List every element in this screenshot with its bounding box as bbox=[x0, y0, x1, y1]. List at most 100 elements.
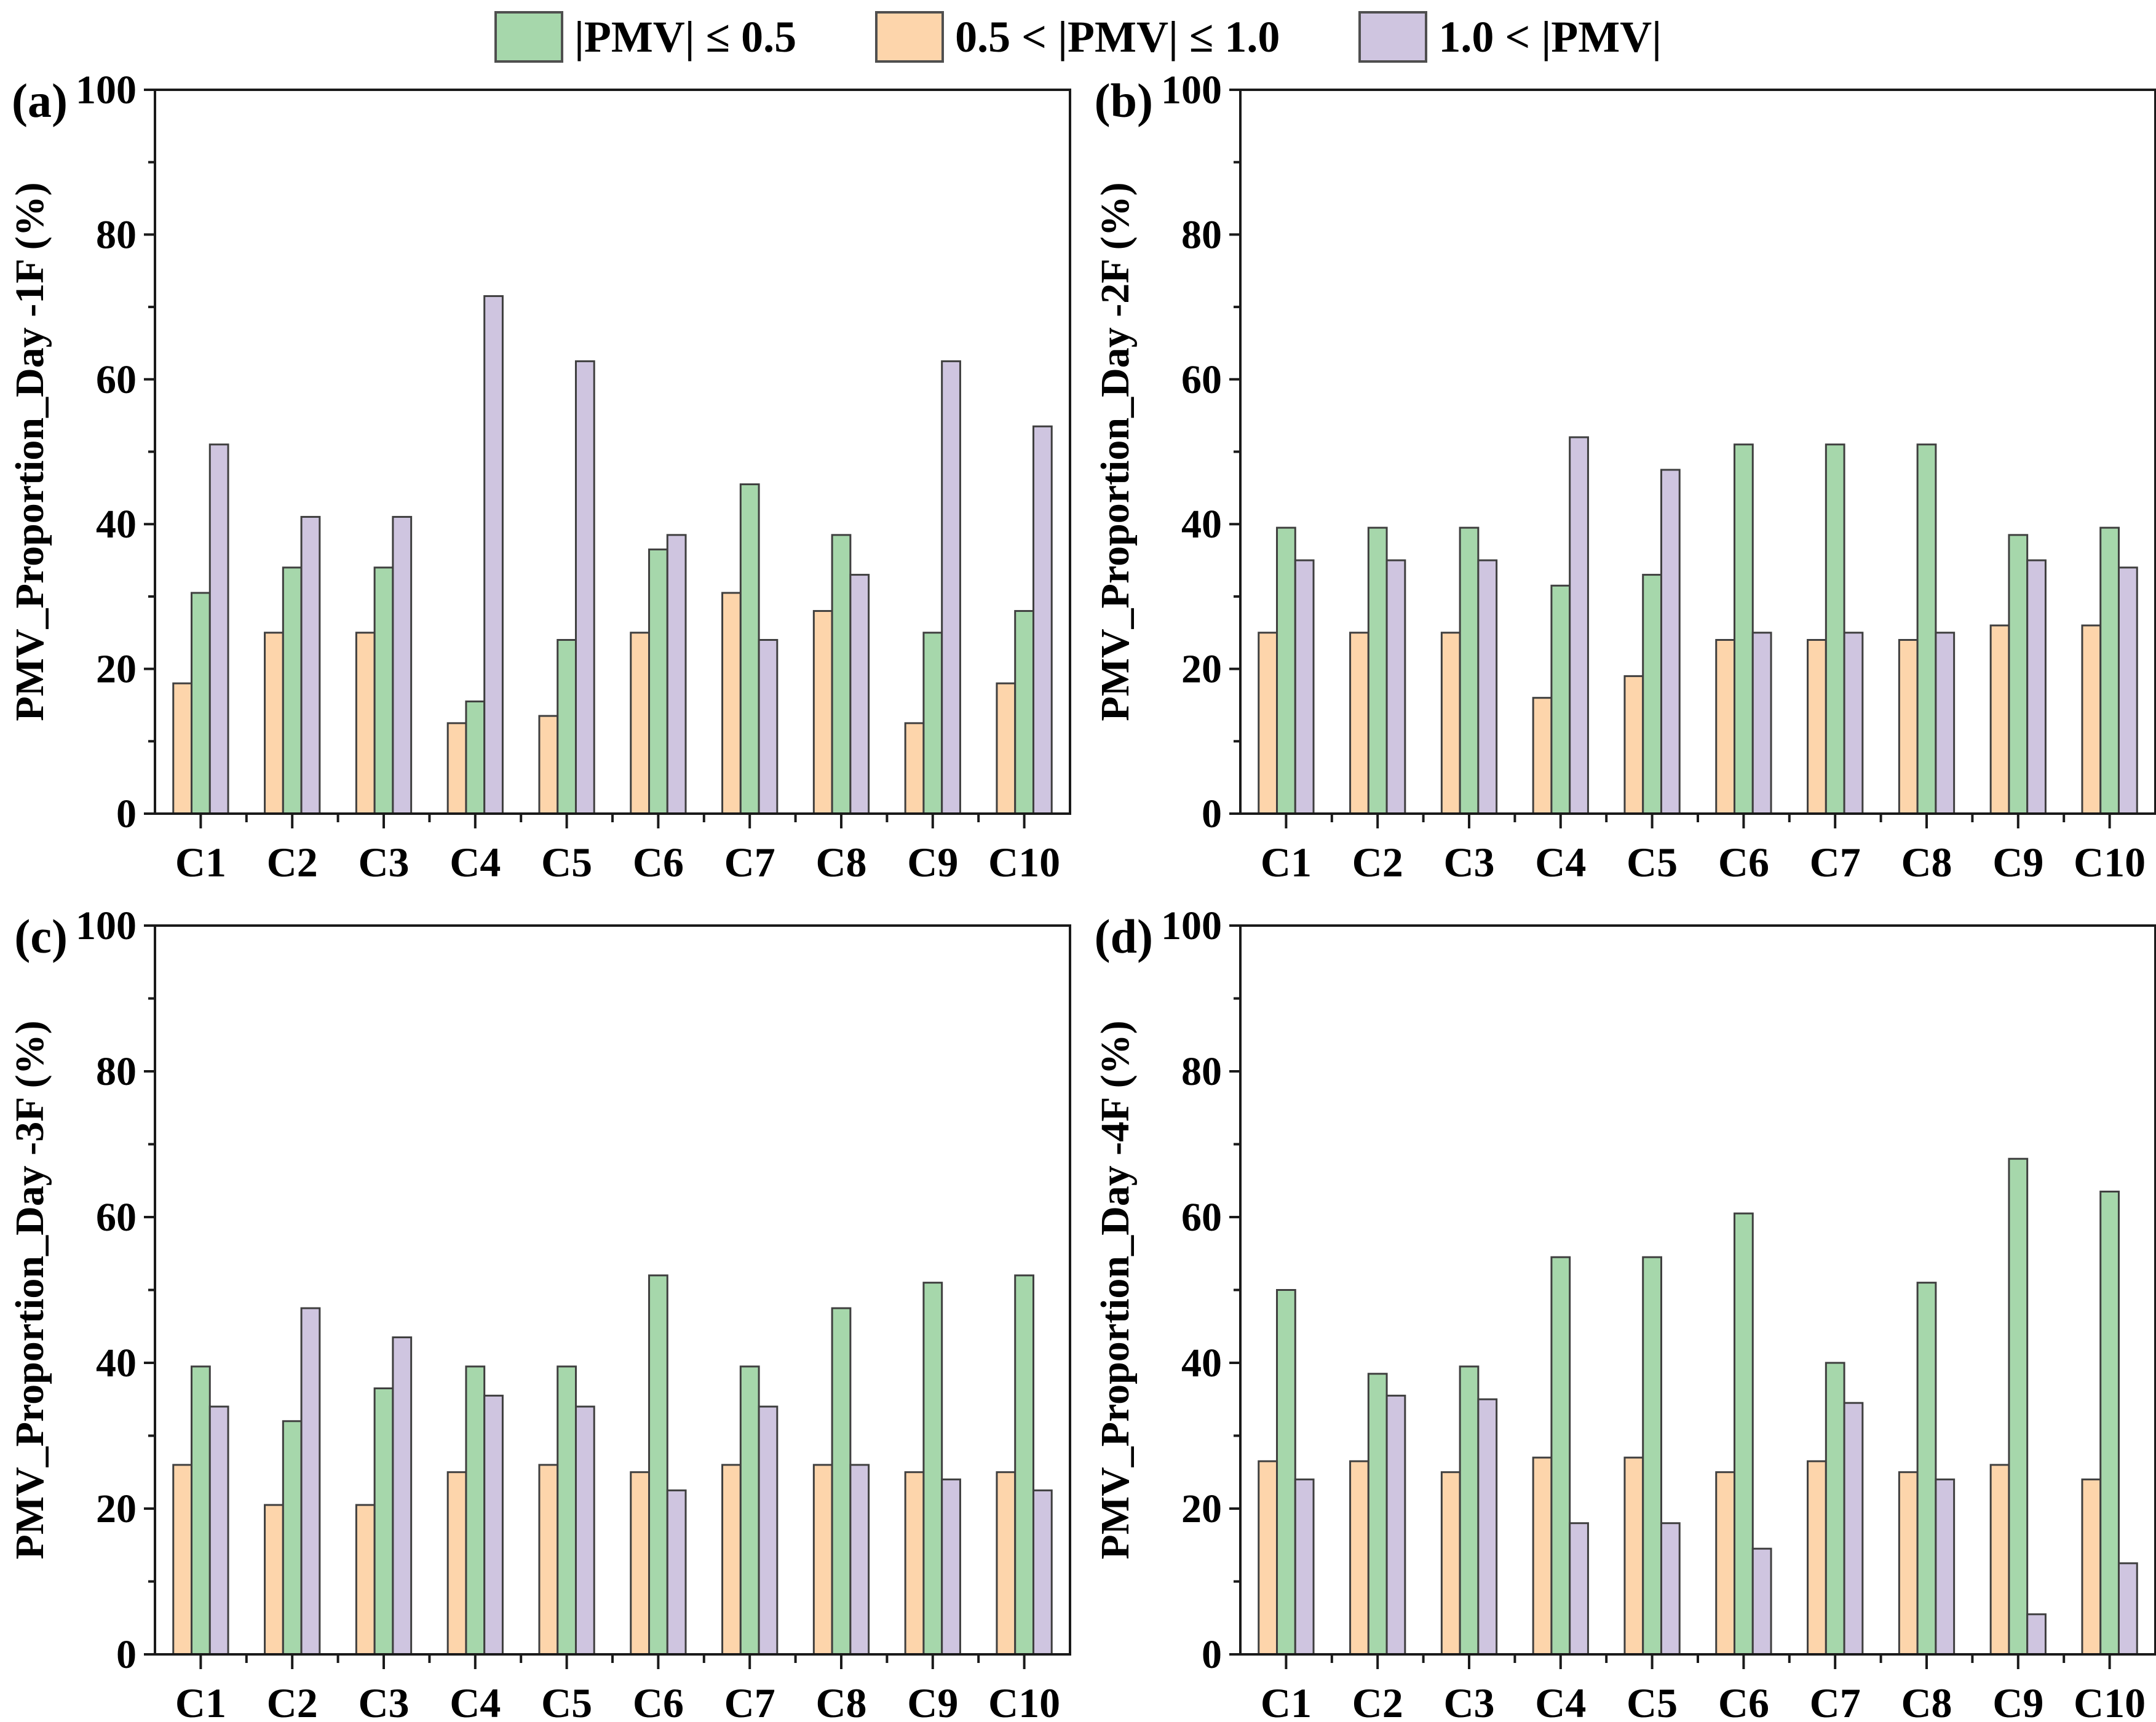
bar bbox=[392, 515, 413, 815]
x-tick-label: C1 bbox=[175, 839, 226, 886]
bar bbox=[373, 1387, 394, 1656]
panel-letter: (d) bbox=[1095, 910, 1153, 963]
bar bbox=[666, 534, 687, 815]
bar bbox=[812, 609, 833, 815]
x-tick-label: C4 bbox=[450, 1680, 501, 1722]
x-tick-label: C2 bbox=[267, 839, 318, 886]
bar bbox=[1014, 1274, 1034, 1656]
bar bbox=[831, 534, 852, 815]
x-tick-label: C7 bbox=[1810, 839, 1861, 886]
bar bbox=[758, 639, 779, 815]
y-tick-label: 100 bbox=[76, 68, 137, 113]
bar bbox=[1935, 1478, 1956, 1656]
legend-label: 0.5 < |PMV| ≤ 1.0 bbox=[955, 12, 1280, 62]
bar bbox=[1898, 639, 1919, 815]
bar bbox=[172, 1464, 193, 1656]
bar bbox=[2099, 1191, 2120, 1656]
bar bbox=[465, 700, 486, 815]
bar bbox=[355, 632, 376, 815]
bar bbox=[282, 566, 303, 815]
y-tick-label: 100 bbox=[1161, 68, 1222, 113]
x-tick-label: C5 bbox=[541, 1680, 592, 1722]
bar bbox=[1825, 443, 1845, 815]
bar bbox=[922, 632, 943, 815]
x-tick-label: C9 bbox=[907, 839, 958, 886]
bar bbox=[1807, 1460, 1827, 1656]
legend-swatch-green bbox=[494, 11, 563, 63]
bar bbox=[1440, 632, 1461, 815]
bar bbox=[812, 1464, 833, 1656]
bar bbox=[538, 715, 559, 815]
bar bbox=[1569, 436, 1589, 815]
bar bbox=[1532, 697, 1553, 815]
y-tick-label: 60 bbox=[96, 357, 137, 402]
bar bbox=[172, 682, 193, 815]
x-tick-label: C3 bbox=[1443, 1680, 1494, 1722]
y-tick-label: 0 bbox=[1202, 792, 1222, 836]
bar bbox=[1349, 632, 1369, 815]
bar bbox=[1349, 1460, 1369, 1656]
x-tick-label: C2 bbox=[1352, 1680, 1403, 1722]
bar bbox=[1734, 1212, 1754, 1656]
bar bbox=[904, 1471, 925, 1656]
bar bbox=[191, 592, 211, 815]
bar bbox=[1294, 559, 1315, 815]
bar bbox=[721, 1464, 742, 1656]
bar bbox=[557, 639, 577, 815]
bar bbox=[1032, 425, 1053, 815]
bar bbox=[208, 443, 229, 815]
x-tick-label: C9 bbox=[1992, 1680, 2043, 1722]
bar bbox=[557, 1365, 577, 1656]
bar bbox=[1532, 1456, 1553, 1656]
bar bbox=[2081, 624, 2102, 815]
legend-item-pmv-05-10: 0.5 < |PMV| ≤ 1.0 bbox=[875, 11, 1280, 63]
x-tick-label: C1 bbox=[1261, 839, 1312, 886]
bar bbox=[1660, 1522, 1681, 1656]
bar bbox=[373, 566, 394, 815]
bar bbox=[1807, 639, 1827, 815]
bar bbox=[849, 1464, 870, 1656]
bar bbox=[355, 1504, 376, 1656]
panel-letter: (c) bbox=[14, 910, 68, 963]
bar bbox=[2008, 1157, 2029, 1656]
bar bbox=[1477, 1398, 1498, 1656]
y-tick-label: 0 bbox=[116, 1632, 137, 1677]
x-tick-label: C7 bbox=[724, 839, 775, 886]
bar bbox=[739, 483, 760, 815]
y-tick-label: 40 bbox=[1181, 502, 1222, 547]
bar bbox=[849, 574, 870, 815]
legend: |PMV| ≤ 0.5 0.5 < |PMV| ≤ 1.0 1.0 < |PMV… bbox=[0, 6, 2156, 68]
bar bbox=[446, 1471, 467, 1656]
x-tick-label: C4 bbox=[1535, 839, 1586, 886]
x-tick-label: C10 bbox=[2074, 839, 2146, 886]
x-tick-label: C6 bbox=[633, 839, 684, 886]
bar bbox=[648, 1274, 668, 1656]
x-tick-label: C10 bbox=[2074, 1680, 2146, 1722]
bar bbox=[264, 632, 284, 815]
x-tick-label: C9 bbox=[1992, 839, 2043, 886]
legend-label: 1.0 < |PMV| bbox=[1438, 12, 1662, 62]
bar bbox=[1367, 1373, 1388, 1656]
bar bbox=[1258, 632, 1278, 815]
bar bbox=[941, 360, 961, 815]
bar bbox=[666, 1489, 687, 1656]
y-tick-label: 40 bbox=[1181, 1341, 1222, 1386]
bar bbox=[1642, 1256, 1662, 1656]
bar bbox=[630, 1471, 651, 1656]
bar bbox=[483, 295, 504, 815]
y-tick-label: 60 bbox=[96, 1195, 137, 1240]
bar bbox=[758, 1405, 779, 1656]
x-tick-label: C1 bbox=[175, 1680, 226, 1722]
bar bbox=[1843, 632, 1864, 815]
x-tick-label: C3 bbox=[1443, 839, 1494, 886]
bar bbox=[941, 1478, 961, 1656]
y-tick-label: 80 bbox=[1181, 1049, 1222, 1094]
x-tick-label: C6 bbox=[633, 1680, 684, 1722]
bar bbox=[1751, 1547, 1772, 1656]
bar bbox=[1550, 1256, 1571, 1656]
bar bbox=[2008, 534, 2029, 815]
bar bbox=[2026, 559, 2047, 815]
bar bbox=[208, 1405, 229, 1656]
x-tick-label: C3 bbox=[358, 839, 409, 886]
